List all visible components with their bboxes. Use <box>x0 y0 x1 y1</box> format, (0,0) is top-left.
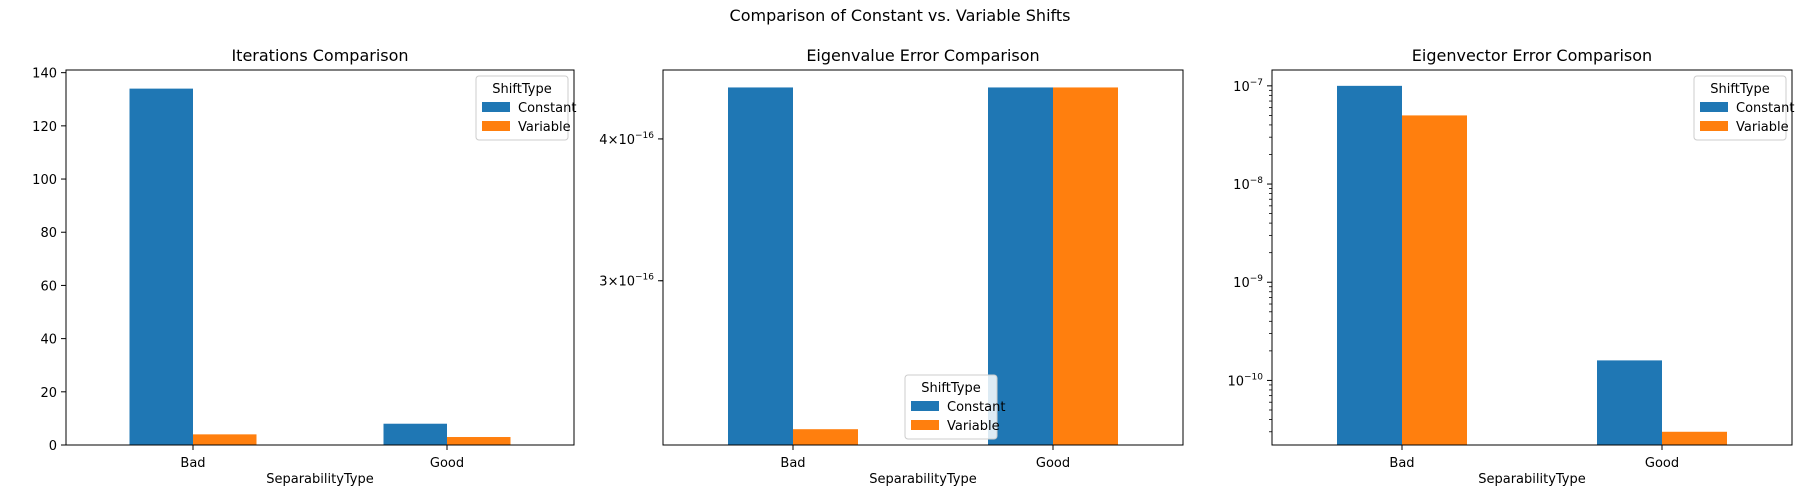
bar-constant-bad <box>129 88 193 446</box>
bar-constant-bad <box>1337 85 1402 445</box>
legend-label: Constant <box>518 101 576 116</box>
chart-title: Iterations Comparison <box>231 46 408 65</box>
x-tick-label: Bad <box>1389 456 1414 471</box>
tick-mantissa: 4 <box>599 133 607 148</box>
y-tick-label: 20 <box>40 386 57 401</box>
bar-constant-good <box>383 423 447 445</box>
legend-label: Variable <box>518 120 571 135</box>
legend-swatch-variable <box>482 121 510 131</box>
legend-title: ShiftType <box>921 381 980 396</box>
y-tick-label: 60 <box>40 279 57 294</box>
bar-variable-good <box>1662 431 1727 445</box>
bar-constant-good <box>1597 360 1662 445</box>
bar-constant-bad <box>728 87 793 445</box>
legend-swatch-variable <box>911 420 939 430</box>
y-tick-label: 80 <box>40 226 57 241</box>
axes-frame <box>1271 69 1793 446</box>
tick-exponent: −7 <box>1250 78 1263 88</box>
tick-exponent: −16 <box>635 131 654 141</box>
tick-exponent: −8 <box>1250 176 1264 186</box>
y-tick-label: 40 <box>40 333 57 348</box>
legend-swatch-constant <box>482 102 510 112</box>
legend-swatch-constant <box>911 401 939 411</box>
bar-variable-good <box>447 437 511 445</box>
x-tick-label: Good <box>1036 456 1070 471</box>
tick-times-ten: ×10 <box>608 275 635 290</box>
y-tick-label: 100 <box>32 173 57 188</box>
y-tick-label: 10−7 <box>1233 78 1263 95</box>
tick-mantissa: 3 <box>599 275 607 290</box>
y-tick-label: 10−8 <box>1233 176 1263 193</box>
bar-variable-good <box>1053 87 1118 445</box>
tick-base: 10 <box>1227 374 1244 389</box>
x-axis-label: SeparabilityType <box>1478 472 1586 487</box>
y-tick-label: 3×10−16 <box>599 273 654 290</box>
chart-title: Eigenvector Error Comparison <box>1412 46 1652 65</box>
x-axis-label: SeparabilityType <box>266 472 374 487</box>
x-tick-label: Good <box>1645 456 1679 471</box>
x-axis-label: SeparabilityType <box>869 472 977 487</box>
tick-base: 10 <box>1233 276 1250 291</box>
y-tick-label: 4×10−16 <box>599 131 654 148</box>
tick-base: 10 <box>1233 178 1250 193</box>
tick-exponent: −9 <box>1250 274 1264 284</box>
x-tick-label: Bad <box>780 456 805 471</box>
legend-label: Variable <box>947 419 1000 434</box>
legend-title: ShiftType <box>1710 82 1769 97</box>
tick-base: 10 <box>1233 80 1250 95</box>
chart-title: Eigenvalue Error Comparison <box>806 46 1039 65</box>
bar-variable-bad <box>1402 115 1467 445</box>
y-tick-label: 0 <box>49 439 57 454</box>
axes-frame <box>65 69 575 446</box>
tick-times-ten: ×10 <box>608 133 635 148</box>
x-tick-label: Bad <box>180 456 205 471</box>
y-tick-label: 120 <box>32 120 57 135</box>
x-tick-label: Good <box>430 456 464 471</box>
legend-title: ShiftType <box>492 82 551 97</box>
axes-frame <box>662 69 1184 446</box>
bar-variable-bad <box>193 434 257 445</box>
legend-swatch-constant <box>1700 102 1728 112</box>
legend-label: Constant <box>1736 101 1794 116</box>
y-tick-label: 140 <box>32 67 57 82</box>
legend-swatch-variable <box>1700 121 1728 131</box>
bar-variable-bad <box>793 429 858 445</box>
figure-title: Comparison of Constant vs. Variable Shif… <box>729 6 1071 25</box>
tick-exponent: −10 <box>1244 372 1263 382</box>
legend-label: Variable <box>1736 120 1789 135</box>
tick-exponent: −16 <box>635 273 654 283</box>
y-tick-label: 10−10 <box>1227 372 1263 389</box>
bar-constant-good <box>988 87 1053 445</box>
y-tick-label: 10−9 <box>1233 274 1263 291</box>
legend-label: Constant <box>947 400 1005 415</box>
